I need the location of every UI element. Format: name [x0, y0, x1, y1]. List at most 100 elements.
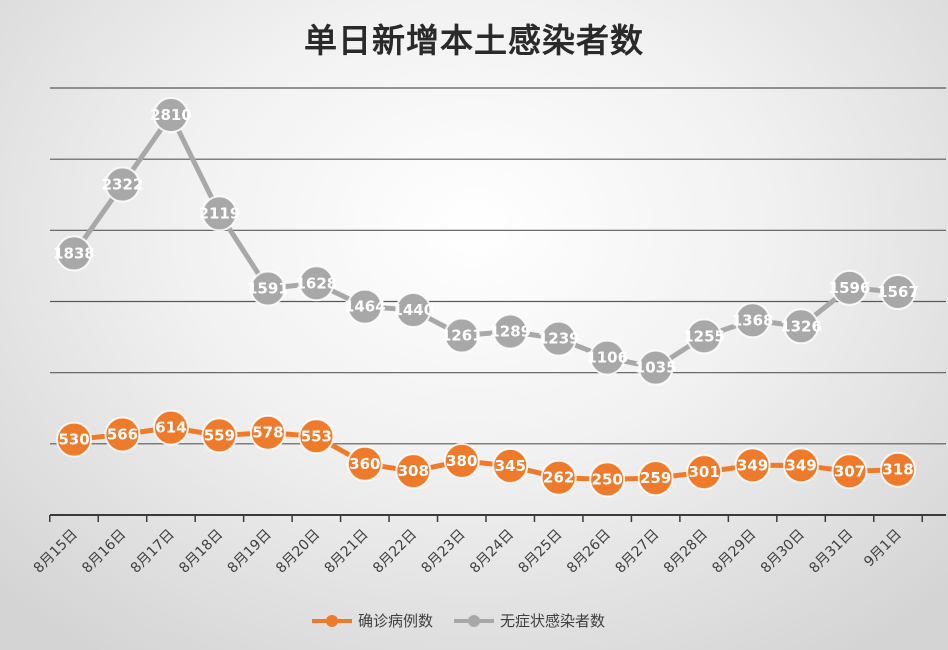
- data-point: [734, 302, 771, 339]
- data-point: [831, 269, 868, 306]
- data-label: 1368: [732, 311, 774, 329]
- data-label: 1035: [635, 359, 677, 377]
- legend-marker: [326, 615, 338, 627]
- x-tick-label: 8月30日: [758, 527, 808, 577]
- data-label: 1596: [829, 279, 871, 297]
- data-point: [298, 418, 335, 455]
- data-point: [880, 273, 916, 310]
- data-point: [395, 292, 432, 329]
- data-label: 349: [785, 456, 816, 474]
- data-label: 1239: [538, 330, 580, 348]
- data-label: 1464: [344, 298, 386, 316]
- data-point: [298, 265, 335, 302]
- x-tick-label: 8月28日: [661, 527, 711, 577]
- x-tick-label: 8月19日: [225, 527, 275, 577]
- x-tick-label: 8月22日: [370, 527, 420, 577]
- data-label: 614: [155, 419, 186, 437]
- data-label: 1326: [780, 317, 822, 335]
- data-point: [249, 414, 286, 451]
- data-point: [686, 318, 723, 355]
- data-point: [831, 453, 868, 490]
- x-tick-label: 8月21日: [322, 527, 372, 577]
- series-layer: 1838 2322 2810 2119 1591 1628 1464 1440 1261 1289…: [53, 97, 919, 498]
- series-0: 530 566 614 559 578 553 360 308 380 345 262 250 259 3…: [56, 409, 916, 498]
- data-point: [346, 445, 383, 482]
- data-point: [589, 461, 626, 498]
- legend-item: 确诊病例数: [312, 612, 433, 630]
- data-label: 301: [688, 463, 719, 481]
- x-tick-label: 8月24日: [467, 527, 517, 577]
- data-point: [443, 317, 480, 354]
- x-tick-label: 8月16日: [79, 527, 129, 577]
- data-label: 250: [592, 470, 623, 488]
- legend: 确诊病例数 无症状感染者数: [312, 612, 605, 630]
- data-point: [734, 447, 771, 484]
- data-label: 1440: [392, 301, 434, 319]
- data-label: 2119: [199, 204, 241, 222]
- data-point: [637, 349, 674, 386]
- legend-label: 无症状感染者数: [500, 612, 605, 630]
- legend-item: 无症状感染者数: [454, 612, 605, 630]
- data-point: [492, 447, 529, 484]
- data-label: 1255: [683, 327, 725, 345]
- series-line: [73, 425, 899, 482]
- data-label: 2322: [102, 176, 144, 194]
- gridlines: [50, 87, 946, 445]
- x-tick-label: 8月31日: [806, 527, 856, 577]
- data-label: 530: [58, 431, 89, 449]
- data-point: [589, 339, 626, 376]
- data-label: 1628: [295, 274, 337, 292]
- data-label: 262: [543, 469, 574, 487]
- data-point: [880, 451, 916, 488]
- legend-label: 确诊病例数: [358, 612, 433, 630]
- data-label: 1838: [53, 244, 95, 262]
- series-line: [71, 112, 899, 371]
- data-point: [104, 166, 141, 203]
- data-point: [540, 459, 577, 496]
- x-tick-label: 8月29日: [709, 527, 759, 577]
- data-label: 345: [495, 457, 526, 475]
- data-label: 2810: [150, 106, 192, 124]
- x-tick-label: 8月26日: [564, 527, 614, 577]
- x-tick-label: 8月17日: [128, 527, 178, 577]
- data-point: [346, 288, 383, 325]
- data-point: [395, 453, 432, 490]
- data-point: [783, 308, 820, 345]
- series-1: 1838 2322 2810 2119 1591 1628 1464 1440 1261 1289…: [53, 97, 919, 386]
- data-label: 308: [398, 462, 429, 480]
- data-point: [201, 417, 238, 454]
- chart-title: 单日新增本土感染者数: [304, 21, 644, 60]
- x-tick-label: 8月18日: [176, 527, 226, 577]
- data-point: [686, 454, 723, 491]
- data-point: [56, 421, 92, 458]
- x-tick-label: 8月20日: [273, 527, 323, 577]
- x-tick-label: 8月27日: [612, 527, 662, 577]
- data-label: 1261: [441, 327, 483, 345]
- data-label: 1591: [247, 280, 289, 298]
- data-point: [201, 195, 238, 232]
- data-label: 1106: [586, 349, 628, 367]
- data-label: 360: [349, 455, 380, 473]
- data-label: 1567: [877, 283, 919, 301]
- data-label: 578: [252, 424, 283, 442]
- data-label: 559: [204, 426, 235, 444]
- data-label: 566: [107, 425, 138, 443]
- data-point: [56, 235, 92, 272]
- data-point: [249, 270, 286, 307]
- data-point: [443, 442, 480, 479]
- legend-marker: [468, 615, 480, 627]
- data-label: 259: [640, 469, 671, 487]
- data-label: 307: [834, 462, 865, 480]
- x-tick-label: 8月25日: [516, 527, 566, 577]
- data-label: 318: [882, 461, 913, 479]
- data-label: 1289: [489, 323, 531, 341]
- x-axis: 8月15日8月16日8月17日8月18日8月19日8月20日8月21日8月22日…: [31, 514, 946, 577]
- data-point: [152, 409, 189, 446]
- x-tick-label: 8月23日: [419, 527, 469, 577]
- data-label: 380: [446, 452, 477, 470]
- data-point: [783, 447, 820, 484]
- x-tick-label: 9月1日: [861, 527, 905, 571]
- data-point: [637, 460, 674, 497]
- x-tick-label: 8月15日: [31, 527, 81, 577]
